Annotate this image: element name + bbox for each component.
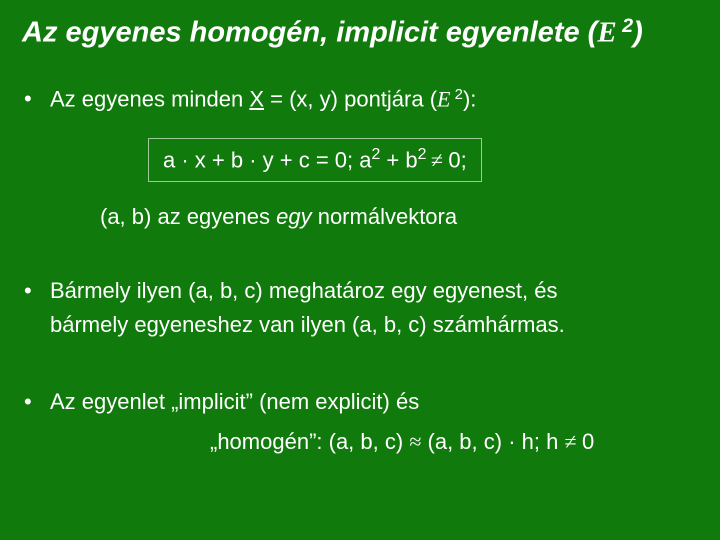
bullet-3: • Az egyenlet „implicit” (nem explicit) … — [22, 385, 698, 459]
b1-mid: = (x, y) pontjára ( — [264, 86, 437, 111]
slide-title: Az egyenes homogén, implicit egyenlete (… — [22, 14, 698, 50]
eq-sup2: 2 — [418, 146, 431, 163]
bullet-2: • Bármely ilyen (a, b, c) meghatároz egy… — [22, 274, 698, 342]
b1-E: E — [437, 86, 450, 111]
eq-rhs: 0; — [448, 148, 466, 173]
nl-egy: egy — [276, 204, 311, 229]
eq-sup1: 2 — [371, 146, 380, 163]
b3-hom-mid: (a, b, c) · h; h — [421, 429, 564, 454]
title-E: E — [597, 17, 616, 49]
bullet-1: • Az egyenes minden X = (x, y) pontjára … — [22, 82, 698, 116]
b3-line1: Az egyenlet „implicit” (nem explicit) és — [50, 385, 698, 419]
b2-line1: Bármely ilyen (a, b, c) meghatároz egy e… — [50, 274, 698, 308]
bullet-dot: • — [22, 82, 50, 116]
b3-hom-pre: „homogén”: (a, b, c) — [210, 429, 409, 454]
equation-box: a · x + b · y + c = 0; a2 + b2 ≠ 0; — [148, 138, 482, 182]
eq-lhs: a · x + b · y + c = 0; a — [163, 148, 371, 173]
b3-approx: ≈ — [409, 429, 421, 454]
b2-line2: bármely egyeneshez van ilyen (a, b, c) s… — [50, 308, 698, 342]
b1-sup: 2 — [451, 86, 463, 103]
b3-neq: ≠ — [564, 429, 582, 454]
b3-hom-post: 0 — [582, 429, 594, 454]
title-text-2: ) — [633, 17, 643, 49]
eq-neq: ≠ — [431, 148, 449, 173]
normal-vector-line: (a, b) az egyenes egy normálvektora — [100, 204, 698, 230]
bullet-3-text: Az egyenlet „implicit” (nem explicit) és… — [50, 385, 698, 459]
b1-X: X — [249, 86, 264, 111]
title-text-1: Az egyenes homogén, implicit egyenlete ( — [22, 17, 597, 49]
bullet-dot: • — [22, 385, 50, 419]
nl-pre: (a, b) az egyenes — [100, 204, 276, 229]
b1-pre: Az egyenes minden — [50, 86, 249, 111]
bullet-1-text: Az egyenes minden X = (x, y) pontjára (E… — [50, 82, 698, 116]
nl-post: normálvektora — [312, 204, 458, 229]
bullet-dot: • — [22, 274, 50, 308]
bullet-2-text: Bármely ilyen (a, b, c) meghatároz egy e… — [50, 274, 698, 342]
title-sup: 2 — [617, 15, 633, 37]
slide: Az egyenes homogén, implicit egyenlete (… — [0, 0, 720, 540]
b1-post: ): — [463, 86, 476, 111]
b3-homogen-line: „homogén”: (a, b, c) ≈ (a, b, c) · h; h … — [210, 425, 698, 459]
eq-mid: + b — [380, 148, 417, 173]
